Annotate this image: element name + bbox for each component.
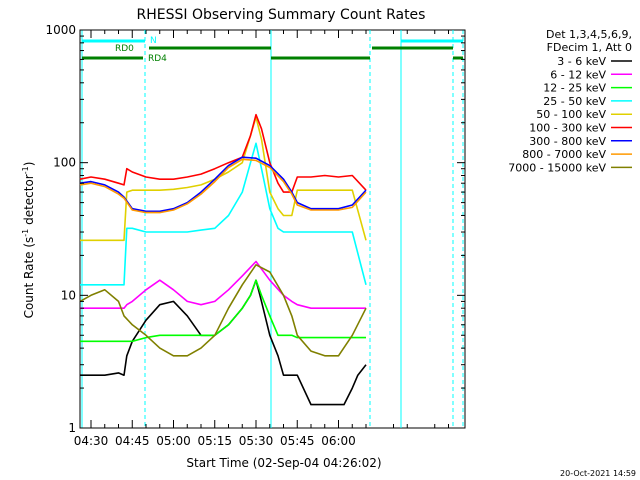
x-axis-label: Start Time (02-Sep-04 04:26:02) xyxy=(186,456,381,470)
x-tick-label: 06:00 xyxy=(321,434,356,448)
x-tick-label: 05:00 xyxy=(156,434,191,448)
flag-label-n: N xyxy=(150,36,157,46)
legend-label-7: 800 - 7000 keV xyxy=(522,148,606,161)
series-line-2 xyxy=(80,279,366,343)
legend-label-6: 300 - 800 keV xyxy=(529,135,606,148)
series-line-7 xyxy=(79,158,367,214)
x-tick-label: 05:30 xyxy=(239,434,274,448)
legend-label-5: 100 - 300 keV xyxy=(529,122,606,135)
series-line-3 xyxy=(80,142,367,286)
mode-boundary-lines xyxy=(81,30,464,428)
legend-label-8: 7000 - 15000 keV xyxy=(508,161,606,174)
y-tick-label: 10 xyxy=(61,288,76,302)
series-line-4 xyxy=(80,116,367,242)
series-line-1 xyxy=(80,260,366,310)
legend-header-line-2: FDecim 1, Att 0 xyxy=(547,41,632,54)
y-tick-label: 1000 xyxy=(45,23,76,37)
flag-bars: N RD0 RD4 xyxy=(82,36,463,64)
y-tick-label: 100 xyxy=(53,156,76,170)
x-tick-label: 05:15 xyxy=(197,434,232,448)
series-layer xyxy=(79,113,367,406)
legend-label-0: 3 - 6 keV xyxy=(557,55,606,68)
plot-frame xyxy=(79,29,466,429)
chart-title: RHESSI Observing Summary Count Rates xyxy=(137,7,426,23)
legend-label-3: 25 - 50 keV xyxy=(543,95,606,108)
legend-label-2: 12 - 25 keV xyxy=(543,82,606,95)
series-line-6 xyxy=(79,156,367,213)
flag-label-rd0: RD0 xyxy=(115,44,134,54)
legend-header-line-1: Det 1,3,4,5,6,9, xyxy=(546,28,632,41)
y-tick-label: 1 xyxy=(68,421,76,435)
legend-label-4: 50 - 100 keV xyxy=(536,108,606,121)
axis-ticks: 04:30 04:45 05:00 05:15 05:30 05:45 06:00 1 10 10… xyxy=(45,23,465,448)
flag-label-rd4: RD4 xyxy=(148,54,167,64)
series-line-5 xyxy=(79,113,367,193)
footer-date: 20-Oct-2021 14:59 xyxy=(560,469,636,478)
y-axis-label: Count Rate (s-1 detector-1) xyxy=(21,162,36,319)
plot-border xyxy=(79,29,466,429)
x-tick-label: 05:45 xyxy=(280,434,315,448)
x-tick-label: 04:30 xyxy=(74,434,109,448)
series-line-8 xyxy=(79,263,367,357)
legend-label-1: 6 - 12 keV xyxy=(550,68,606,81)
legend: Det 1,3,4,5,6,9, FDecim 1, Att 0 3 - 6 k… xyxy=(508,28,632,174)
x-tick-label: 04:45 xyxy=(115,434,150,448)
